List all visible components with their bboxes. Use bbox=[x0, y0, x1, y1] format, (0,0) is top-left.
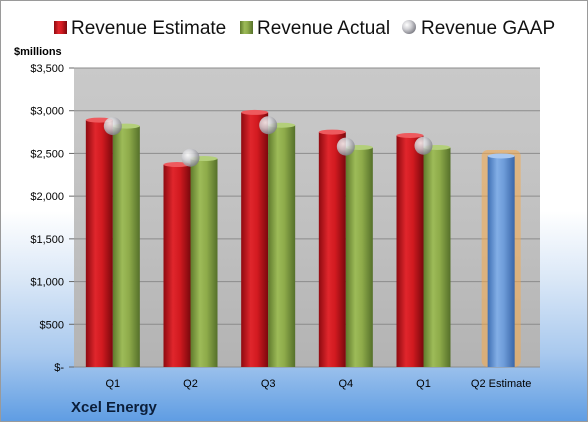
bar-revenue-actual bbox=[190, 158, 218, 367]
bar-top bbox=[318, 129, 346, 135]
legend-item-revenue-actual: Revenue Actual bbox=[240, 18, 390, 39]
gaap-markers bbox=[103, 116, 433, 167]
x-tick-label: Q1 bbox=[416, 378, 431, 390]
legend-label-gaap: Revenue GAAP bbox=[421, 18, 555, 39]
bar-revenue-estimate bbox=[241, 112, 269, 368]
gaap-marker bbox=[103, 117, 122, 136]
gaap-marker bbox=[259, 116, 278, 135]
gridlines bbox=[74, 67, 540, 368]
y-tick-label: $2,500 bbox=[30, 148, 64, 160]
y-tick-label: $1,000 bbox=[30, 277, 64, 289]
bar-revenue-estimate bbox=[318, 132, 346, 367]
legend-item-revenue-estimate: Revenue Estimate bbox=[54, 18, 226, 39]
gaap-marker bbox=[414, 136, 433, 155]
bar-top bbox=[396, 132, 424, 138]
y-tick-label: $3,500 bbox=[30, 63, 64, 75]
legend-label-actual: Revenue Actual bbox=[257, 18, 390, 39]
legend-item-revenue-gaap: Revenue GAAP bbox=[402, 18, 555, 39]
bar-revenue-estimate bbox=[163, 164, 191, 367]
bar-revenue-actual bbox=[345, 147, 373, 367]
legend: Revenue Estimate Revenue Actual Revenue … bbox=[54, 18, 555, 39]
y-axis-ticks: $- $500 $1,000 $1,500 $2,000 $2,500 $3,000 $3,5… bbox=[30, 63, 74, 374]
gaap-marker bbox=[181, 148, 200, 167]
legend-swatch-estimate bbox=[54, 21, 67, 34]
bars bbox=[85, 109, 521, 368]
x-tick-label: Q2 Estimate bbox=[471, 378, 532, 390]
plot-area bbox=[74, 68, 540, 367]
legend-marker-gaap bbox=[402, 20, 416, 34]
bar-top bbox=[241, 109, 269, 115]
bar-revenue-estimate bbox=[85, 120, 113, 368]
legend-label-estimate: Revenue Estimate bbox=[71, 18, 226, 39]
gaap-marker bbox=[336, 137, 355, 156]
bar-q2-estimate bbox=[487, 155, 515, 367]
bar-revenue-actual bbox=[423, 147, 451, 367]
x-tick-label: Q1 bbox=[105, 378, 120, 390]
bar-top bbox=[487, 153, 515, 159]
x-tick-label: Q4 bbox=[338, 378, 353, 390]
x-axis-ticks: Q1 Q2 Q3 Q4 Q1 Q2 Estimate bbox=[105, 378, 531, 390]
y-tick-label: $- bbox=[54, 362, 64, 374]
y-tick-label: $2,000 bbox=[30, 191, 64, 203]
bar-revenue-actual bbox=[112, 126, 140, 367]
x-tick-label: Q2 bbox=[183, 378, 198, 390]
company-name: Xcel Energy bbox=[71, 399, 158, 416]
y-tick-label: $1,500 bbox=[30, 234, 64, 246]
bar-revenue-estimate bbox=[396, 135, 424, 367]
bar-revenue-actual bbox=[268, 125, 296, 367]
legend-swatch-actual bbox=[240, 21, 253, 34]
y-tick-label: $500 bbox=[40, 319, 64, 331]
y-tick-label: $3,000 bbox=[30, 106, 64, 118]
units-label: $millions bbox=[14, 46, 62, 58]
x-tick-label: Q3 bbox=[261, 378, 276, 390]
